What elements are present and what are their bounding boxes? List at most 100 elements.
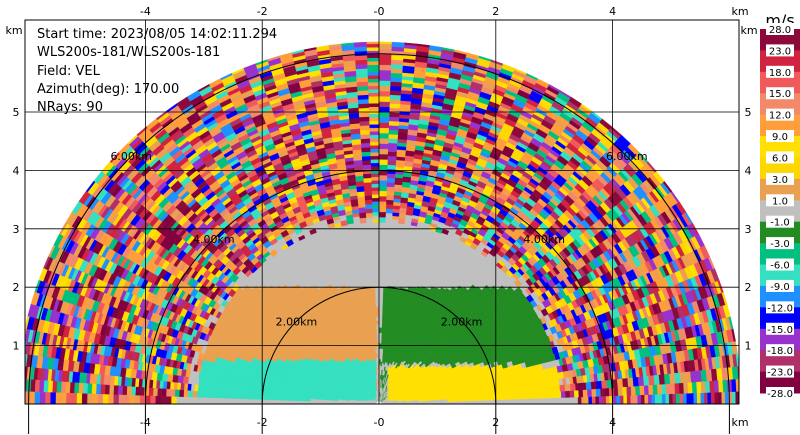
sweep-gate bbox=[648, 384, 654, 395]
sweep-gate bbox=[672, 393, 677, 404]
sweep-gate bbox=[556, 397, 561, 404]
sweep-gate bbox=[361, 243, 369, 250]
sweep-gate bbox=[389, 90, 402, 96]
sweep-gate bbox=[378, 232, 386, 239]
sweep-gate bbox=[378, 258, 385, 265]
sweep-gate bbox=[632, 376, 640, 387]
sweep-gate bbox=[504, 399, 509, 404]
sweep-gate bbox=[549, 397, 554, 404]
sweep-gate bbox=[351, 143, 362, 151]
sweep-gate bbox=[378, 69, 391, 76]
sweep-gate bbox=[385, 212, 393, 218]
sweep-gate bbox=[383, 260, 390, 266]
sweep-gate bbox=[384, 247, 391, 253]
sweep-gate bbox=[378, 138, 389, 144]
sweep-gate bbox=[372, 211, 380, 216]
sweep-gate bbox=[375, 309, 380, 314]
sweep-gate bbox=[679, 393, 684, 404]
sweep-gate bbox=[386, 295, 391, 301]
sweep-gate bbox=[375, 306, 380, 311]
sweep-gate bbox=[392, 270, 398, 277]
sweep-gate bbox=[602, 395, 607, 404]
sweep-gate bbox=[370, 155, 380, 160]
sweep-gate bbox=[374, 288, 380, 293]
sweep-gate bbox=[364, 199, 373, 205]
sweep-gate bbox=[588, 396, 593, 404]
sweep-gate bbox=[370, 159, 380, 164]
sweep-gate bbox=[378, 64, 392, 71]
sweep-gate bbox=[735, 378, 739, 392]
sweep-gate bbox=[373, 260, 380, 265]
sweep-gate bbox=[389, 103, 401, 109]
sweep-gate bbox=[369, 138, 380, 143]
sweep-gate bbox=[371, 187, 380, 192]
sweep-gate bbox=[543, 385, 550, 393]
sweep-gate bbox=[378, 237, 386, 244]
sweep-gate bbox=[535, 398, 540, 404]
sweep-gate bbox=[362, 164, 372, 170]
sweep-gate bbox=[367, 85, 380, 90]
sweep-gate bbox=[552, 391, 558, 399]
sweep-gate bbox=[382, 278, 389, 284]
sweep-gate bbox=[370, 291, 376, 297]
sweep-gate bbox=[367, 67, 380, 73]
sweep-gate bbox=[490, 399, 495, 404]
sweep-gate bbox=[350, 133, 361, 140]
sweep-gate bbox=[369, 148, 380, 153]
sweep-gate bbox=[371, 183, 380, 188]
sweep-gate bbox=[477, 396, 483, 401]
sweep-gate bbox=[375, 320, 380, 325]
sweep-gate bbox=[393, 259, 400, 267]
sweep-gate bbox=[595, 388, 602, 397]
sweep-gate bbox=[385, 302, 390, 308]
sweep-gate bbox=[560, 397, 565, 404]
sweep-gate bbox=[714, 391, 719, 404]
sweep-gate bbox=[378, 264, 385, 271]
sweep-gate bbox=[643, 375, 650, 386]
sweep-gate bbox=[696, 392, 702, 404]
sweep-gate bbox=[570, 396, 575, 404]
sweep-gate bbox=[387, 142, 398, 148]
sweep-gate bbox=[483, 399, 488, 404]
sweep-gate bbox=[665, 393, 670, 404]
sweep-gate bbox=[721, 391, 726, 404]
sweep-gate bbox=[389, 85, 402, 92]
sweep-gate bbox=[525, 398, 530, 404]
sweep-gate bbox=[372, 317, 377, 323]
sweep-gate bbox=[373, 257, 380, 262]
sweep-gate bbox=[700, 380, 707, 393]
sweep-gate bbox=[382, 291, 388, 297]
sweep-gate bbox=[369, 131, 380, 136]
sweep-gate bbox=[378, 290, 384, 297]
sweep-gate bbox=[365, 216, 373, 223]
sweep-gate bbox=[395, 238, 403, 246]
sweep-gate bbox=[359, 129, 370, 135]
sweep-gate bbox=[360, 146, 371, 153]
sweep-gate bbox=[359, 133, 370, 140]
sweep-gate bbox=[388, 254, 395, 259]
sweep-gate bbox=[517, 393, 523, 400]
sweep-gate bbox=[378, 206, 387, 213]
sweep-gate bbox=[381, 330, 385, 336]
sweep-gate bbox=[369, 265, 375, 271]
sweep-gate bbox=[560, 390, 567, 398]
sweep-gate bbox=[559, 384, 566, 392]
sweep-gate bbox=[616, 395, 621, 404]
sweep-gate bbox=[368, 117, 380, 122]
sweep-gate bbox=[553, 397, 558, 404]
sweep-gate bbox=[391, 275, 398, 282]
sweep-gate bbox=[364, 203, 373, 210]
sweep-gate bbox=[361, 151, 371, 157]
sweep-gate bbox=[486, 391, 493, 397]
sweep-gate bbox=[390, 63, 403, 70]
sweep-gate bbox=[358, 212, 367, 219]
sweep-gate bbox=[703, 392, 709, 404]
sweep-gate bbox=[359, 125, 370, 131]
sweep-gate bbox=[378, 211, 386, 218]
sweep-gate bbox=[357, 201, 366, 208]
sweep-gate bbox=[370, 176, 380, 181]
sweep-gate bbox=[368, 99, 380, 104]
sweep-gate bbox=[375, 323, 380, 328]
sweep-gate bbox=[378, 248, 385, 255]
sweep-gate bbox=[366, 225, 374, 231]
